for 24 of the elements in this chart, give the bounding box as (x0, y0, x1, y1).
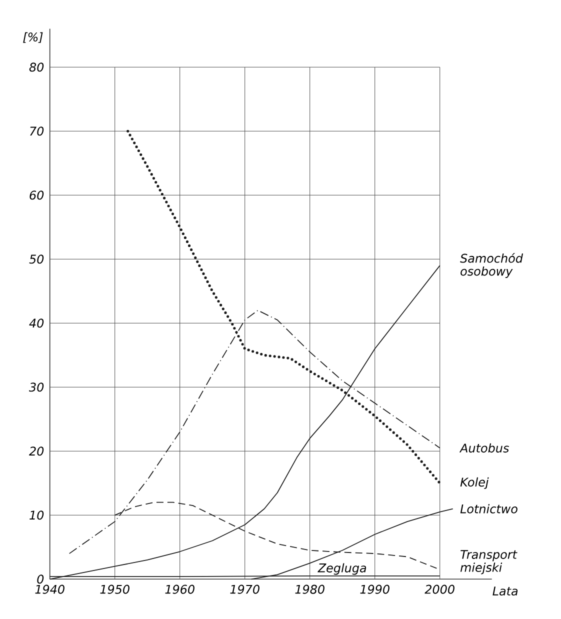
x-tick-label: 2000 (424, 584, 454, 594)
series-label: Transport miejski (460, 550, 518, 574)
y-tick-label: 40 (29, 318, 44, 328)
y-axis-title: [%] (23, 32, 43, 43)
y-tick-label: 50 (29, 254, 44, 264)
x-tick-label: 1960 (165, 584, 194, 594)
x-tick-label: 1940 (35, 584, 64, 594)
series-label: Zegluga (318, 563, 366, 575)
x-tick-label: 1980 (295, 584, 324, 594)
x-tick-label: 1970 (230, 584, 260, 594)
y-tick-label: 60 (30, 190, 44, 200)
series-label: Autobus (459, 443, 509, 453)
x-axis-title: Lata (492, 586, 518, 596)
y-tick-label: 30 (29, 382, 44, 392)
series-label: Lotnictwo (460, 504, 518, 514)
y-tick-label: 20 (29, 446, 44, 456)
x-tick-label: 1950 (100, 584, 130, 594)
y-tick-label: 70 (30, 126, 44, 136)
series-label: Kolej (460, 477, 489, 489)
y-tick-label: 80 (29, 62, 44, 72)
y-tick-label: 10 (30, 510, 44, 520)
y-tick-label: 0 (37, 574, 44, 584)
series-label: Samochód osobowy (460, 253, 524, 278)
x-tick-label: 1990 (360, 584, 390, 594)
